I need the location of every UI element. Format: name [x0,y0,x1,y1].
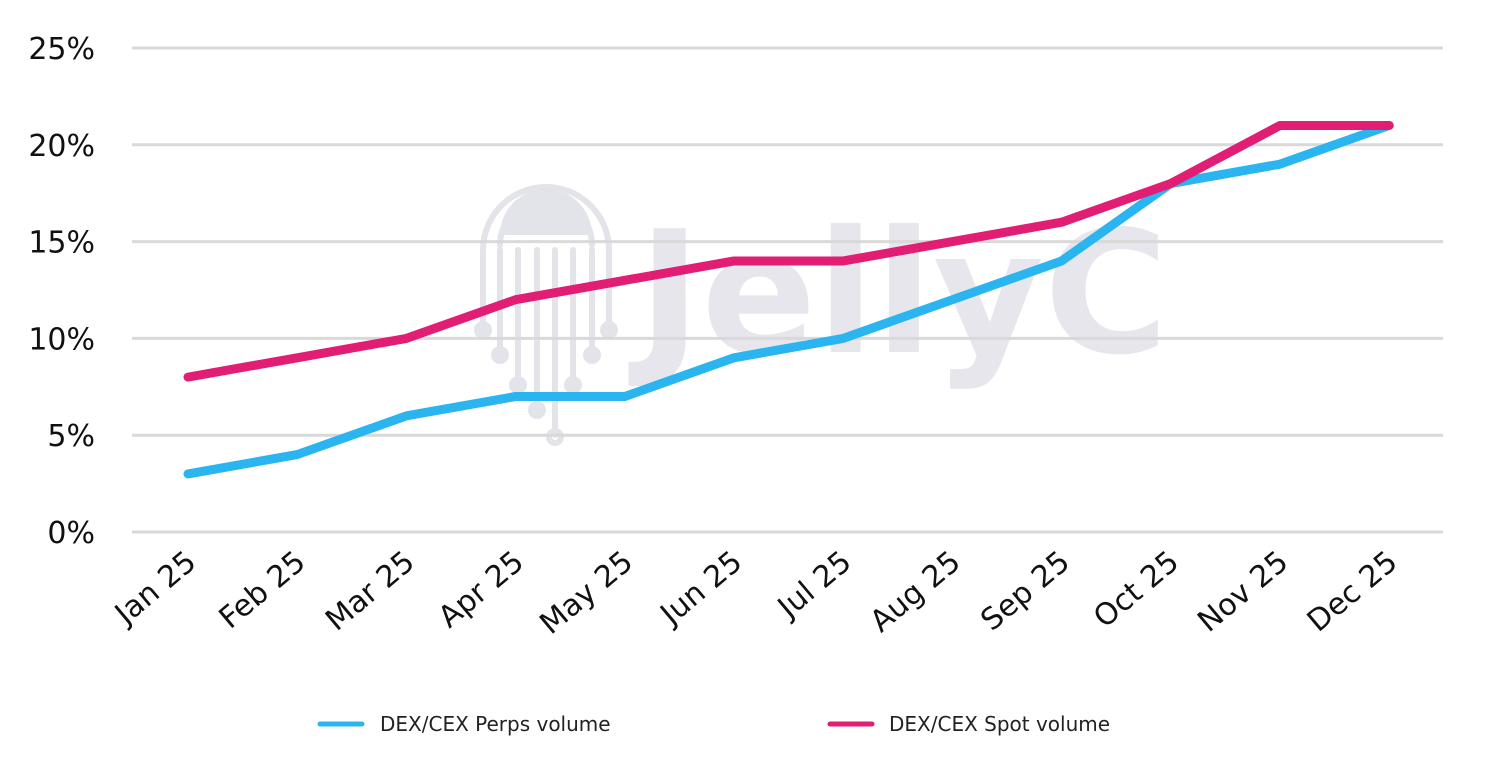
x-tick-label: Dec 25 [1301,544,1405,639]
x-tick-label: Aug 25 [864,544,968,639]
legend-label-perps: DEX/CEX Perps volume [380,712,611,736]
jellyfish-dome [500,189,592,235]
y-tick-label: 20% [28,129,95,164]
x-tick-label: Feb 25 [213,544,313,636]
y-tick-label: 25% [28,32,95,67]
x-tick-label: Mar 25 [319,544,421,638]
legend: DEX/CEX Perps volume DEX/CEX Spot volume [317,712,1110,736]
series-line-spot [183,120,1394,382]
x-tick-label: Sep 25 [974,544,1076,638]
x-tick-label: Oct 25 [1087,544,1186,635]
x-tick-label: Apr 25 [432,544,531,635]
y-axis-tick-labels: 0% 5% 10% 15% 20% 25% [28,32,95,551]
y-tick-label: 5% [47,419,95,454]
x-tick-label: May 25 [533,544,640,641]
x-tick-label: Jan 25 [107,544,203,632]
y-tick-label: 10% [28,322,95,357]
series-lines [183,120,1394,479]
x-axis-tick-labels: Jan 25 Feb 25 Mar 25 Apr 25 May 25 Jun 25 Jul … [107,544,1404,641]
x-tick-label: Jun 25 [653,544,749,633]
legend-label-spot: DEX/CEX Spot volume [889,712,1110,736]
series-line-perps [183,120,1394,479]
x-tick-label: Jul 25 [770,544,858,626]
x-tick-label: Nov 25 [1191,544,1295,639]
y-tick-label: 0% [47,516,95,551]
y-tick-label: 15% [28,226,95,261]
